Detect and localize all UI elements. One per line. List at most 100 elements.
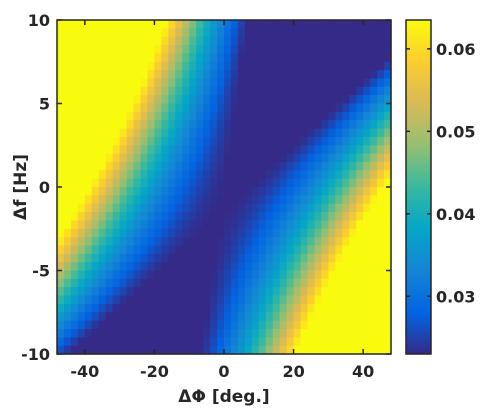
- heatmap-cell: [147, 203, 156, 213]
- heatmap-cell: [224, 61, 232, 71]
- heatmap-cell: [237, 61, 246, 71]
- heatmap-cell: [147, 303, 156, 313]
- heatmap-cell: [349, 295, 357, 305]
- heatmap-cell: [230, 320, 239, 330]
- heatmap-cell: [91, 303, 100, 313]
- heatmap-cell: [349, 303, 357, 313]
- heatmap-cell: [265, 253, 274, 263]
- heatmap-cell: [210, 328, 218, 338]
- x-tick-label: -40: [70, 362, 99, 381]
- heatmap-cell: [335, 36, 343, 46]
- heatmap-cell: [119, 270, 128, 280]
- heatmap-cell: [224, 328, 232, 338]
- heatmap-cell: [175, 161, 183, 171]
- heatmap-cell: [112, 78, 121, 88]
- heatmap-cell: [203, 328, 211, 338]
- heatmap-cell: [370, 228, 378, 238]
- heatmap-cell: [314, 136, 323, 146]
- heatmap-cell: [265, 270, 274, 280]
- heatmap-cell: [244, 228, 253, 238]
- heatmap-cell: [384, 295, 392, 305]
- heatmap-cell: [293, 345, 302, 355]
- heatmap-cell: [321, 237, 329, 247]
- heatmap-cell: [133, 153, 142, 163]
- heatmap-cell: [126, 20, 135, 29]
- heatmap-cell: [328, 295, 336, 305]
- heatmap-cell: [224, 312, 232, 322]
- heatmap-cell: [377, 61, 385, 71]
- heatmap-cell: [84, 228, 93, 238]
- heatmap-cell: [230, 312, 239, 322]
- heatmap-cell: [161, 103, 169, 113]
- heatmap-cell: [300, 36, 309, 46]
- heatmap-cell: [98, 220, 107, 230]
- heatmap-cell: [57, 136, 65, 146]
- heatmap-cell: [356, 345, 364, 355]
- heatmap-cell: [203, 78, 211, 88]
- heatmap-cell: [133, 328, 142, 338]
- heatmap-cell: [384, 36, 392, 46]
- heatmap-cell: [105, 170, 114, 180]
- heatmap-cell: [224, 70, 232, 80]
- heatmap-cell: [147, 245, 156, 255]
- heatmap-cell: [384, 128, 392, 138]
- heatmap-cell: [377, 245, 385, 255]
- heatmap-cell: [251, 20, 260, 29]
- heatmap-cell: [258, 86, 267, 96]
- heatmap-cell: [237, 337, 246, 347]
- heatmap-cell: [182, 237, 190, 247]
- heatmap-cell: [63, 36, 72, 46]
- heatmap-cell: [91, 36, 100, 46]
- heatmap-cell: [293, 36, 302, 46]
- heatmap-cell: [112, 187, 121, 196]
- heatmap-cell: [57, 95, 65, 105]
- heatmap-cell: [377, 228, 385, 238]
- heatmap-cell: [237, 86, 246, 96]
- heatmap-cell: [203, 178, 211, 188]
- heatmap-cell: [342, 78, 350, 88]
- heatmap-cell: [251, 270, 260, 280]
- heatmap-cell: [251, 61, 260, 71]
- heatmap-cell: [112, 53, 121, 63]
- heatmap-cell: [335, 78, 343, 88]
- heatmap-cell: [230, 203, 239, 213]
- heatmap-cell: [370, 153, 378, 163]
- heatmap-cell: [230, 70, 239, 80]
- heatmap-cell: [182, 287, 190, 297]
- heatmap-cell: [154, 337, 162, 347]
- heatmap-cell: [196, 262, 204, 272]
- heatmap-cell: [126, 195, 135, 205]
- heatmap-cell: [98, 262, 107, 272]
- heatmap-cell: [105, 120, 114, 130]
- heatmap-cell: [377, 20, 385, 29]
- heatmap-cell: [237, 195, 246, 205]
- heatmap-cell: [147, 270, 156, 280]
- heatmap-cell: [279, 237, 288, 247]
- heatmap-cell: [140, 61, 149, 71]
- heatmap-cell: [300, 103, 309, 113]
- heatmap-cell: [224, 212, 232, 221]
- heatmap-cell: [300, 178, 309, 188]
- heatmap-cell: [335, 253, 343, 263]
- heatmap-cell: [210, 195, 218, 205]
- heatmap-cell: [119, 187, 128, 196]
- heatmap-cell: [182, 128, 190, 138]
- heatmap-cell: [133, 20, 142, 29]
- heatmap-cell: [63, 161, 72, 171]
- heatmap-cell: [321, 145, 329, 155]
- heatmap-cell: [370, 61, 378, 71]
- heatmap-cell: [91, 53, 100, 63]
- heatmap-cell: [133, 178, 142, 188]
- heatmap-cell: [63, 278, 72, 288]
- heatmap-cell: [175, 262, 183, 272]
- heatmap-cell: [105, 53, 114, 63]
- heatmap-cell: [286, 28, 295, 38]
- heatmap-cell: [314, 95, 323, 105]
- heatmap-cell: [258, 45, 267, 54]
- heatmap-cell: [77, 128, 86, 138]
- heatmap-cell: [293, 228, 302, 238]
- heatmap-cell: [363, 287, 371, 297]
- heatmap-cell: [237, 70, 246, 80]
- heatmap-cell: [126, 128, 135, 138]
- heatmap-cell: [210, 203, 218, 213]
